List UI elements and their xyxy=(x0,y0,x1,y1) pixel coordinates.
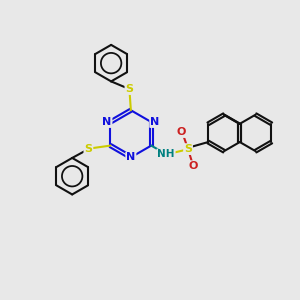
Text: NH: NH xyxy=(157,149,175,159)
Text: S: S xyxy=(125,84,134,94)
Text: N: N xyxy=(150,117,159,127)
Text: N: N xyxy=(102,117,112,127)
Text: O: O xyxy=(189,161,198,171)
Text: S: S xyxy=(184,144,192,154)
Text: N: N xyxy=(126,152,136,162)
Text: O: O xyxy=(177,127,186,137)
Text: S: S xyxy=(84,144,92,154)
